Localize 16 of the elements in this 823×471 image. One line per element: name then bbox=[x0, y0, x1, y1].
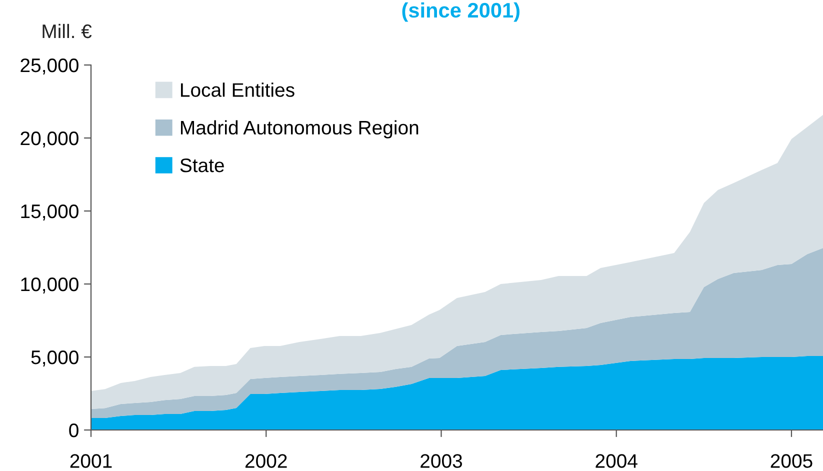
x-tick-label: 2002 bbox=[245, 454, 287, 468]
x-tick-label: 2004 bbox=[596, 454, 638, 468]
y-tick-label: 10,000 bbox=[21, 277, 78, 294]
y-tick-label: 0 bbox=[69, 423, 78, 438]
legend-label: Local Entities bbox=[181, 82, 294, 97]
legend-label: State bbox=[180, 158, 224, 172]
chart-title: (since 2001) bbox=[402, 2, 520, 22]
y-tick-label: 25,000 bbox=[20, 58, 78, 75]
x-tick-label: 2005 bbox=[770, 454, 812, 468]
x-tick-label: 2003 bbox=[420, 454, 462, 468]
y-tick-label: 5,000 bbox=[31, 350, 78, 367]
y-tick-label: 20,000 bbox=[20, 131, 78, 148]
y-tick-label: 15,000 bbox=[21, 204, 78, 221]
y-axis-title: Mill. € bbox=[42, 24, 92, 38]
x-tick-label: 2001 bbox=[70, 454, 112, 468]
legend-label: Madrid Autonomous Region bbox=[181, 120, 418, 138]
